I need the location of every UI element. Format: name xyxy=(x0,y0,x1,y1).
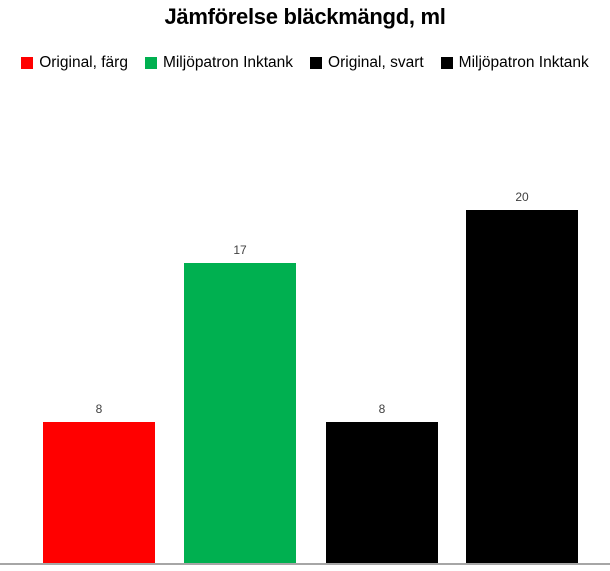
bar-1 xyxy=(43,422,155,563)
legend-item-miljopatron-inktank-farg: Miljöpatron Inktank xyxy=(144,54,294,72)
plot-area: 8 17 8 20 xyxy=(0,90,610,563)
bar-value-label-3: 8 xyxy=(378,402,386,416)
legend-label: Original, svart xyxy=(328,54,424,72)
legend-label: Miljöpatron Inktank xyxy=(458,54,589,72)
x-axis-line xyxy=(0,563,610,565)
bar-value-label-4: 20 xyxy=(515,190,529,204)
bar-2 xyxy=(184,263,296,563)
legend-item-original-svart: Original, svart xyxy=(310,55,424,71)
chart-title: Jämförelse bläckmängd, ml xyxy=(164,4,446,29)
legend-swatch-black-1 xyxy=(310,57,323,69)
legend: Original, färg Miljöpatron Inktank Origi… xyxy=(0,50,610,76)
bar-4 xyxy=(466,210,578,563)
legend-swatch-green xyxy=(144,57,157,69)
legend-swatch-red xyxy=(21,57,34,69)
legend-swatch-black-2 xyxy=(440,57,453,69)
legend-item-original-farg: Original, färg xyxy=(21,55,128,71)
bar-value-label-2: 17 xyxy=(233,243,247,257)
bar-3 xyxy=(326,422,438,563)
legend-label: Original, färg xyxy=(39,54,128,72)
legend-label: Miljöpatron Inktank xyxy=(162,54,294,72)
legend-item-miljopatron-inktank-svart: Miljöpatron Inktank xyxy=(440,54,589,72)
bar-value-label-1: 8 xyxy=(95,402,103,416)
